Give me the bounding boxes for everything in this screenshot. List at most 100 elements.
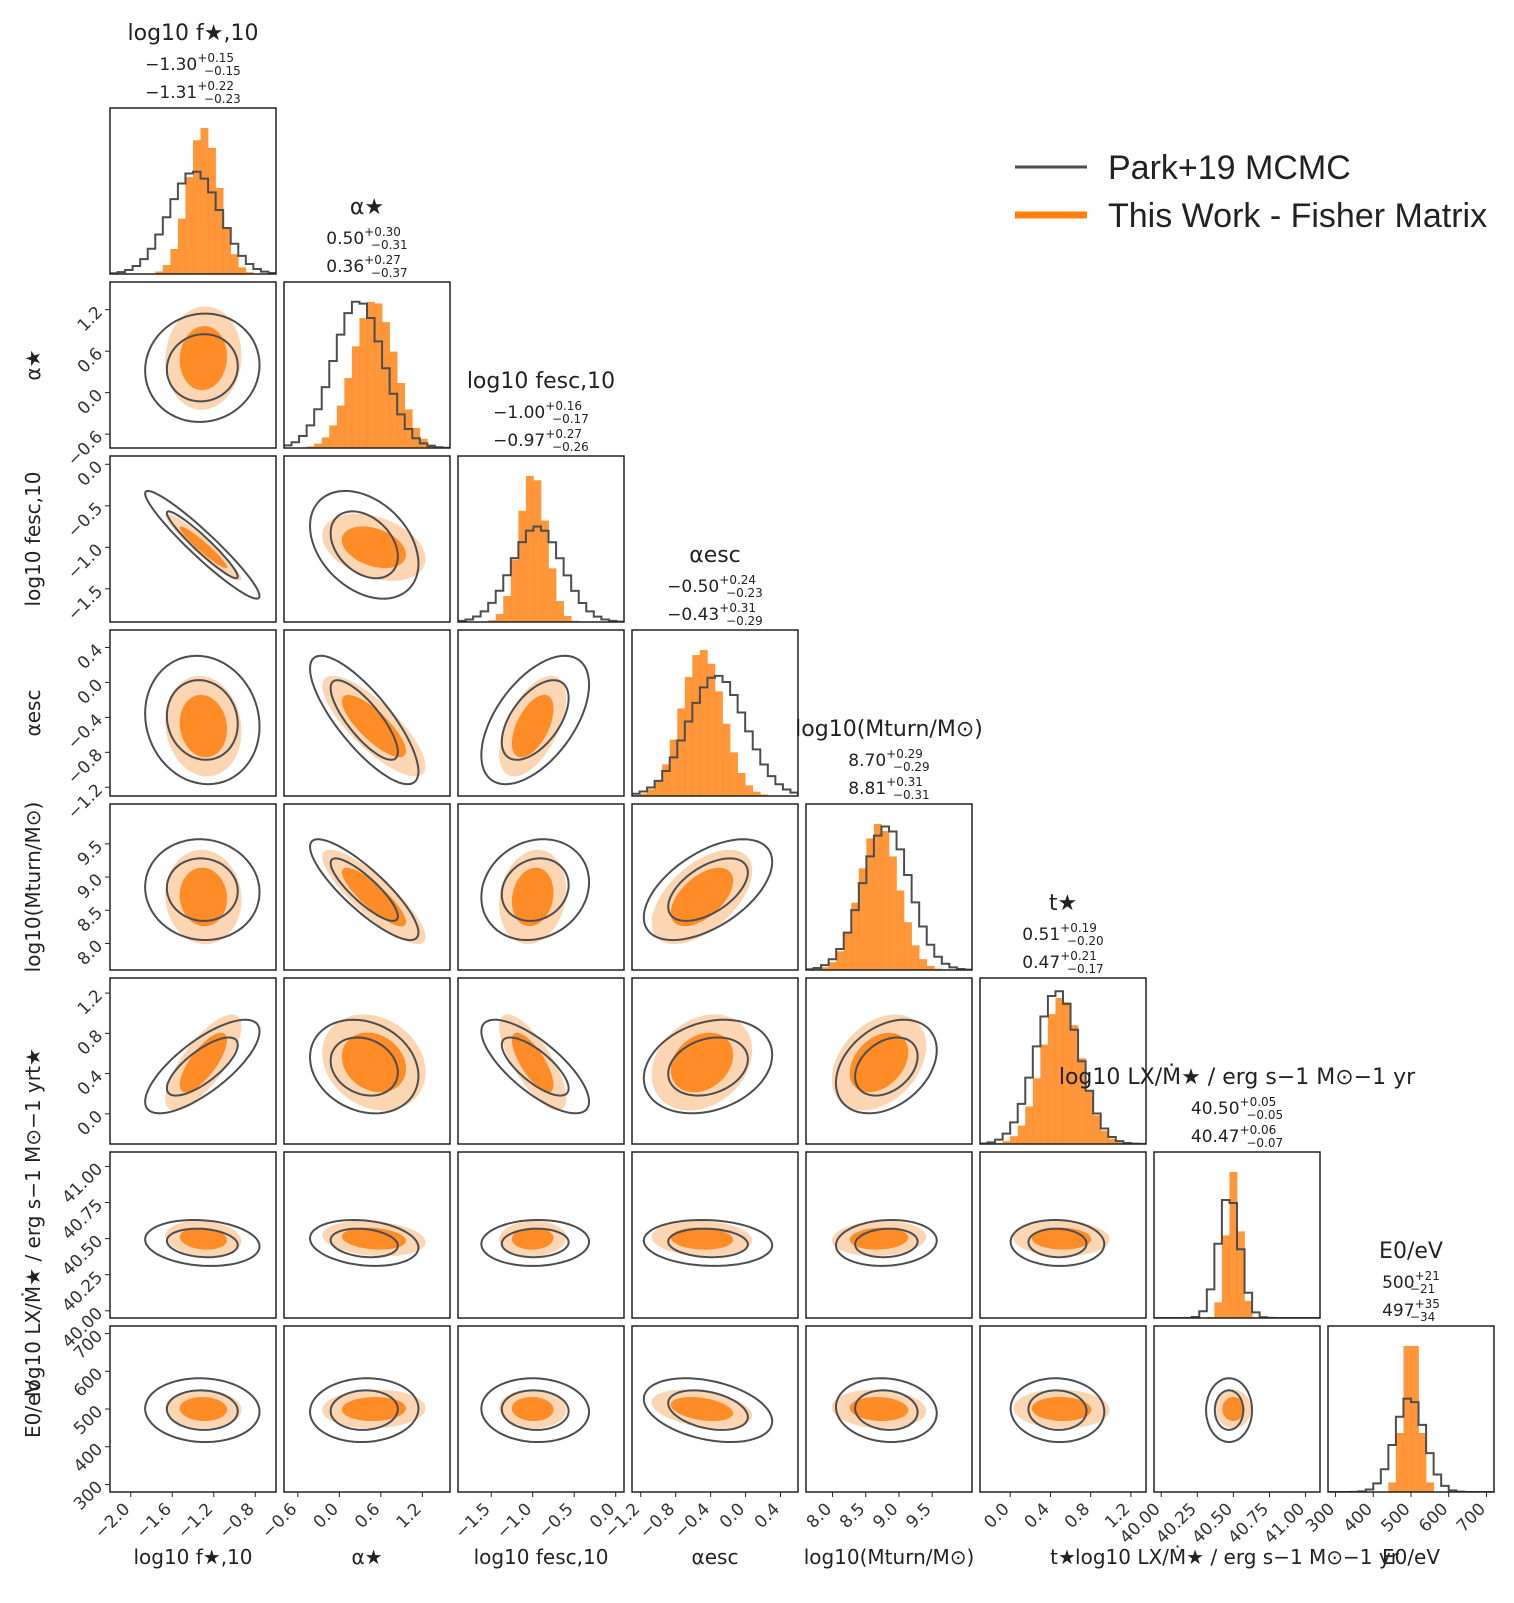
panel-frame xyxy=(109,977,277,1145)
mcmc-contour-outer xyxy=(308,1377,420,1443)
panel-frame xyxy=(805,977,973,1145)
x-tick-label: −0.5 xyxy=(534,1499,577,1542)
x-tick-label: 600 xyxy=(1415,1499,1452,1536)
panel-frame xyxy=(109,803,277,971)
hist-bar-fisher xyxy=(1115,1142,1124,1144)
panel-2-1 xyxy=(283,455,451,623)
mcmc-contour-inner xyxy=(500,1036,570,1097)
fisher-contour-1sigma xyxy=(849,1032,909,1093)
x-tick-label: −0.4 xyxy=(671,1499,714,1542)
panel-7-1: −0.6 0.0 0.6 1.2 α★ xyxy=(258,1325,451,1569)
y-tick-label: −1.0 xyxy=(64,540,107,583)
hist-bar-fisher xyxy=(851,902,860,970)
hist-fisher-value-7: 500+21 −21 xyxy=(1382,1269,1440,1296)
panel-frame xyxy=(109,455,277,623)
hist-bar-fisher xyxy=(896,890,905,970)
mcmc-contour-inner xyxy=(500,857,570,922)
mcmc-contour-inner xyxy=(165,1389,239,1431)
panel-frame xyxy=(109,281,277,449)
panel-content xyxy=(144,1377,261,1443)
panel-4-2 xyxy=(457,803,625,971)
panel-frame xyxy=(631,803,799,971)
hist-bar-fisher xyxy=(185,177,194,274)
panel-content xyxy=(308,1014,426,1115)
hist-bar-fisher xyxy=(662,764,671,796)
hist-bar-fisher xyxy=(518,510,527,622)
mcmc-contour-inner xyxy=(667,1389,749,1431)
panel-content xyxy=(144,654,261,786)
hist-title-6: log10 LX/Ṁ★ / erg s−1 M⊙−1 yr xyxy=(1059,1064,1416,1090)
hist-panel-2: log10 fesc,10 −1.00+0.16 −0.17−0.97+0.27 −0… xyxy=(457,369,625,623)
hist-bar-fisher xyxy=(170,248,179,274)
panel-frame xyxy=(457,1151,625,1319)
y-tick-label: 0.6 xyxy=(74,344,107,377)
panel-content xyxy=(1009,1219,1110,1267)
fisher-contour-1sigma xyxy=(179,1032,227,1093)
hist-bar-fisher xyxy=(730,752,738,796)
panel-content xyxy=(480,1219,591,1267)
hist-bar-fisher xyxy=(374,303,383,448)
y-tick-label: 0.4 xyxy=(74,1067,107,1100)
x-tick-label: 700 xyxy=(1453,1499,1490,1536)
panel-content xyxy=(1009,1377,1110,1443)
hist-bar-fisher xyxy=(1093,1115,1102,1144)
panel-content xyxy=(458,475,624,622)
mcmc-contour-inner xyxy=(165,1227,239,1259)
fisher-contour-1sigma xyxy=(179,1397,227,1421)
hist-bar-fisher xyxy=(1055,997,1064,1144)
panel-4-1 xyxy=(283,803,451,971)
mcmc-contour-inner xyxy=(165,333,239,403)
legend-label-mcmc: Park+19 MCMC xyxy=(1108,149,1351,187)
fisher-contour-1sigma xyxy=(1031,1397,1092,1421)
panel-frame xyxy=(805,1325,973,1493)
panel-content xyxy=(480,1014,591,1115)
panel-content xyxy=(480,838,591,945)
hist-panel-4: log10(Mturn/M⊙) 8.70+0.29 −0.298.81+0.31 −0… xyxy=(795,717,983,971)
fisher-contour-1sigma xyxy=(670,1397,734,1421)
hist-panel-6: log10 LX/Ṁ★ / erg s−1 M⊙−1 yr 40.50+0.05−… xyxy=(1059,1064,1416,1319)
mcmc-contour-inner xyxy=(165,510,239,580)
hist-bar-fisher xyxy=(200,127,209,274)
panel-frame xyxy=(805,803,973,971)
x-axis-label-4: log10(Mturn/M⊙) xyxy=(804,1545,975,1569)
panel-5-1 xyxy=(283,977,451,1145)
panel-content xyxy=(632,649,798,796)
panel-5-4 xyxy=(805,977,973,1145)
hist-bar-fisher xyxy=(926,965,935,970)
mcmc-contour-outer xyxy=(1009,1377,1106,1443)
hist-bar-fisher xyxy=(1418,1433,1427,1492)
mcmc-contour-outer xyxy=(642,1218,774,1267)
y-axis-label-5: t★ xyxy=(21,1048,45,1074)
panel-frame xyxy=(283,1325,451,1493)
mcmc-contour-inner xyxy=(329,1036,399,1097)
hist-title-1: α★ xyxy=(350,195,384,220)
panel-frame xyxy=(631,977,799,1145)
x-tick-label: 0.0 xyxy=(310,1499,343,1532)
y-tick-label: 0.0 xyxy=(74,1107,107,1140)
hist-bar-fisher xyxy=(699,649,708,796)
y-tick-label: 40.75 xyxy=(59,1195,108,1244)
panel-content xyxy=(1328,1345,1494,1492)
x-tick-label: 0.4 xyxy=(751,1499,784,1532)
x-tick-label: −2.0 xyxy=(91,1499,134,1542)
x-axis-label-5: t★ xyxy=(1050,1545,1076,1569)
panel-content xyxy=(144,1219,261,1267)
fisher-contour-1sigma xyxy=(511,867,554,927)
panel-frame xyxy=(631,629,799,797)
mcmc-contour-inner xyxy=(854,1227,919,1259)
hist-bar-fisher xyxy=(1403,1345,1412,1492)
panel-content xyxy=(144,1014,261,1115)
y-tick-label: 40.50 xyxy=(59,1232,108,1281)
mcmc-contour-outer xyxy=(480,1018,591,1115)
panel-frame xyxy=(979,1151,1147,1319)
panel-frame xyxy=(109,1151,277,1319)
mcmc-contour-outer xyxy=(308,838,420,942)
panel-frame xyxy=(457,455,625,623)
x-axis-label-3: αesc xyxy=(692,1545,739,1569)
panel-content xyxy=(308,838,426,945)
y-axis-label-4: log10(Mturn/M⊙) xyxy=(21,802,45,973)
mcmc-contour-outer xyxy=(480,1219,591,1267)
